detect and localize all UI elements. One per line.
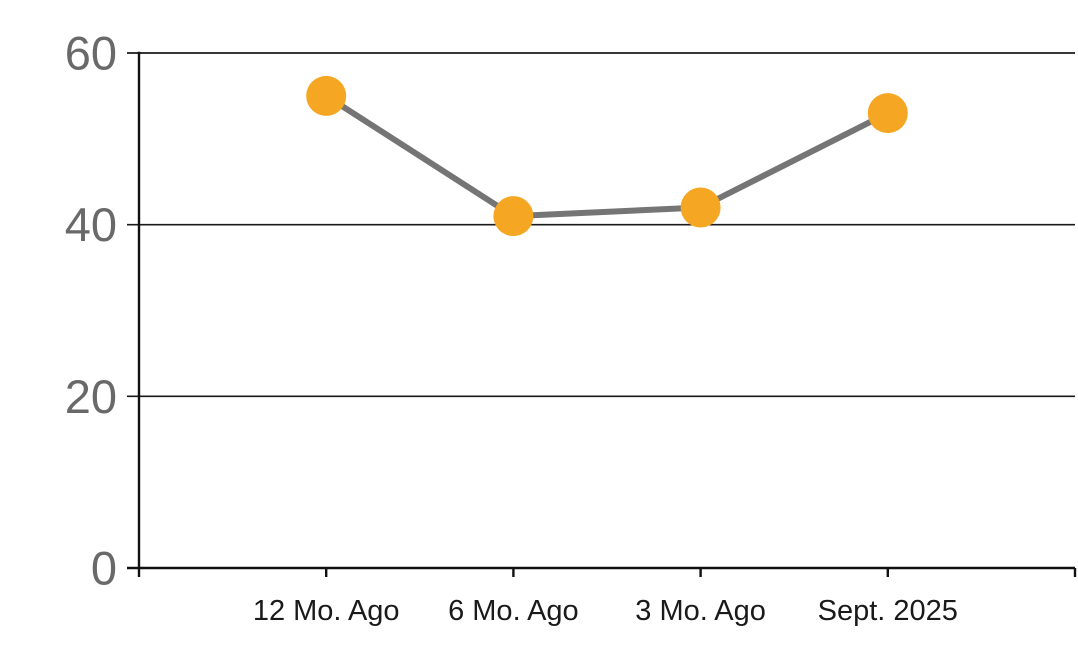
y-tick-label: 0 — [91, 541, 117, 594]
data-point-sept-2025 — [867, 93, 908, 134]
x-tick-label: 3 Mo. Ago — [635, 595, 766, 627]
data-point-6-mo-ago — [493, 196, 534, 237]
data-point-12-mo-ago — [306, 75, 347, 116]
y-tick-label: 20 — [65, 370, 117, 423]
y-tick-label: 40 — [65, 198, 117, 251]
x-tick-label: Sept. 2025 — [818, 595, 958, 627]
y-tick-label: 60 — [65, 26, 117, 79]
data-point-3-mo-ago — [680, 187, 721, 228]
x-tick-label: 12 Mo. Ago — [253, 595, 400, 627]
series-line — [323, 92, 891, 220]
x-tick-label: 6 Mo. Ago — [448, 595, 579, 627]
